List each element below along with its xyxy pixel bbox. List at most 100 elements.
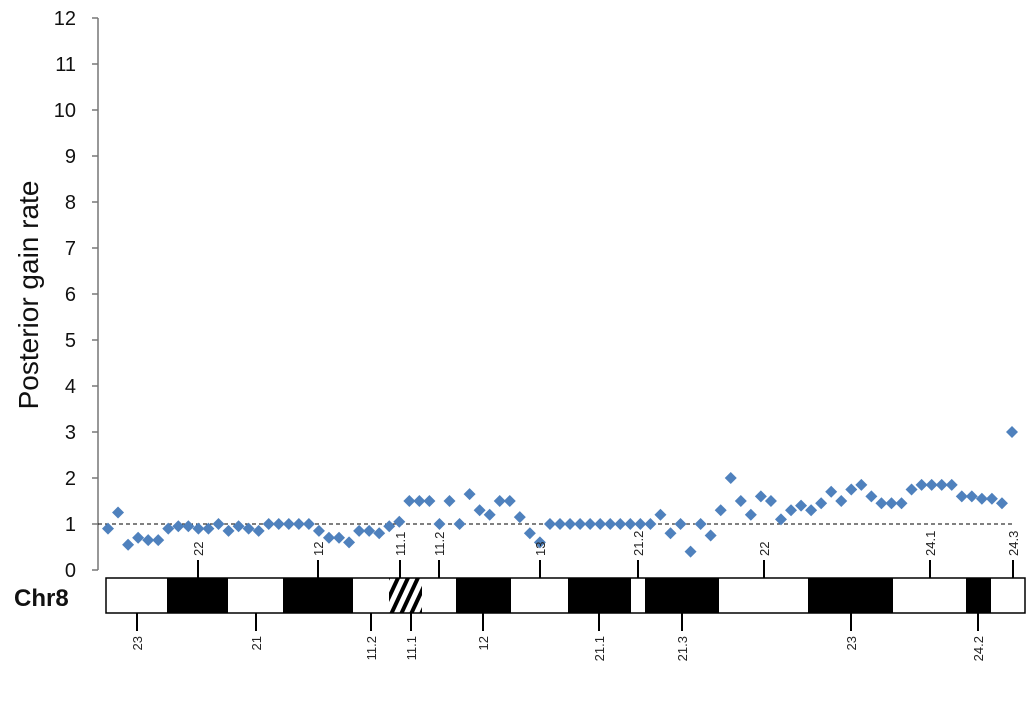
data-point — [212, 518, 225, 530]
y-tick-label: 5 — [65, 330, 76, 352]
band-label-top: 11.1 — [393, 532, 408, 556]
band-p23 — [106, 578, 167, 613]
band-label-bottom: 21.1 — [592, 636, 607, 661]
y-tick-label: 7 — [65, 238, 76, 260]
data-point — [312, 524, 325, 537]
data-point — [132, 531, 145, 544]
data-point — [905, 483, 918, 496]
data-point — [604, 518, 617, 530]
data-point — [714, 504, 727, 517]
y-tick-label: 3 — [65, 422, 76, 444]
data-point — [433, 518, 446, 530]
data-point — [302, 518, 315, 530]
data-point — [363, 524, 376, 537]
data-point — [654, 508, 667, 521]
y-axis-label: Posterior gain rate — [13, 181, 44, 410]
data-point — [885, 497, 898, 510]
data-point — [564, 518, 577, 530]
data-point — [835, 495, 848, 507]
data-point — [925, 478, 938, 491]
data-point — [674, 518, 687, 530]
data-point — [353, 524, 366, 537]
data-point — [644, 518, 657, 530]
data-point — [815, 497, 828, 510]
data-point — [554, 518, 566, 530]
data-point — [935, 478, 948, 491]
band-p21 — [228, 578, 283, 613]
data-point — [694, 518, 707, 530]
data-point — [754, 490, 767, 503]
data-point — [895, 497, 908, 510]
y-tick-label: 4 — [65, 376, 76, 398]
data-point — [805, 504, 818, 517]
data-point — [865, 490, 878, 503]
data-point — [403, 495, 416, 507]
data-point — [463, 488, 476, 501]
data-point — [734, 495, 747, 507]
ideogram-outline — [105, 577, 1026, 614]
data-point — [322, 531, 335, 544]
data-point — [724, 472, 737, 484]
data-point — [202, 522, 215, 535]
band-centromere — [389, 578, 422, 613]
data-point — [172, 520, 185, 533]
data-point — [282, 518, 295, 530]
chromosome-ideogram: 22 12 11.1 11.2 13 21.2 22 24.1 24.3 23 … — [105, 531, 1026, 661]
data-point — [333, 531, 346, 544]
data-point — [142, 534, 155, 547]
band-label-top: 11.2 — [432, 532, 447, 556]
data-point — [112, 506, 125, 519]
band-q22 — [719, 578, 808, 613]
band-q21.1 — [568, 578, 631, 613]
data-point — [664, 527, 677, 540]
data-point — [594, 518, 607, 530]
y-tick-label: 9 — [65, 146, 76, 168]
data-point — [252, 524, 265, 537]
band-label-bottom: 24.2 — [971, 636, 986, 661]
band-label-top: 21.2 — [631, 531, 646, 556]
band-label-top: 24.1 — [923, 531, 938, 556]
data-point — [182, 520, 195, 533]
data-point — [684, 545, 697, 558]
data-point — [523, 527, 536, 540]
y-tick-label: 11 — [55, 54, 76, 76]
band-label-top: 24.3 — [1006, 531, 1021, 556]
data-point — [855, 478, 868, 491]
data-point — [513, 511, 526, 524]
data-point — [232, 520, 245, 533]
data-point — [543, 518, 556, 530]
data-point — [413, 495, 426, 507]
band-label-top: 12 — [311, 542, 326, 556]
band-label-bottom: 11.1 — [404, 636, 419, 660]
data-point — [162, 522, 175, 535]
data-point — [1006, 426, 1018, 438]
band-label-bottom: 23 — [844, 636, 859, 650]
band-p12 — [283, 578, 353, 613]
data-point — [764, 495, 777, 507]
data-point — [614, 518, 627, 530]
data-point — [192, 522, 205, 535]
band-q23 — [808, 578, 893, 613]
band-q24.1 — [893, 578, 966, 613]
data-point — [393, 515, 406, 528]
data-point — [503, 495, 516, 507]
data-point — [272, 518, 285, 530]
chromosome-label: Chr8 — [14, 585, 69, 612]
band-q11.2 — [422, 578, 456, 613]
data-point — [373, 527, 386, 540]
data-point — [473, 504, 486, 517]
data-point — [955, 490, 968, 503]
data-point — [584, 518, 597, 530]
band-p11.2 — [353, 578, 389, 613]
data-point — [443, 495, 456, 507]
data-point — [634, 518, 647, 530]
data-point — [945, 478, 958, 491]
data-point — [704, 529, 717, 542]
data-point — [825, 485, 838, 498]
data-point — [845, 483, 858, 496]
band-label-top: 13 — [533, 542, 548, 556]
data-point — [343, 536, 356, 549]
band-label-bottom: 21.3 — [675, 636, 690, 661]
data-point — [493, 495, 506, 507]
